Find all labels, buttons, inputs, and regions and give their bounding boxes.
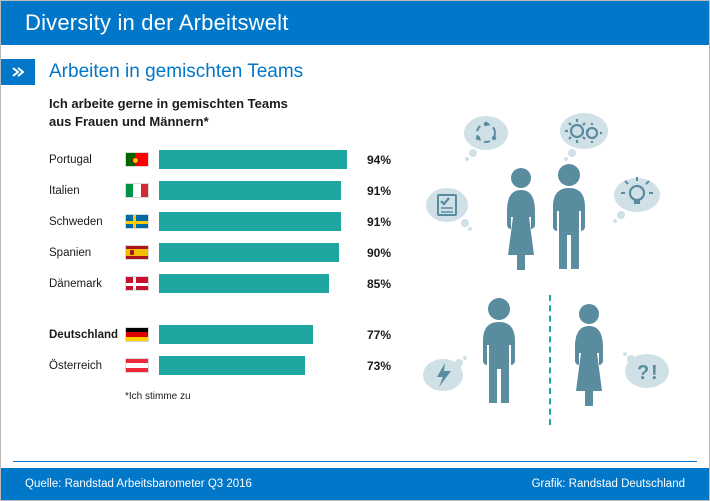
- subheading-row: Arbeiten in gemischten Teams: [1, 45, 709, 91]
- bar-value: 91%: [367, 215, 391, 229]
- divider-dashed: [549, 295, 551, 425]
- bar-track: [159, 274, 359, 293]
- bar-value: 73%: [367, 359, 391, 373]
- bar-chart: Portugal 94% Italien 91% Schweden 91% Spanien 9…: [49, 148, 419, 377]
- question-line: aus Frauen und Männern*: [49, 114, 209, 129]
- flag-de-icon: [125, 327, 149, 342]
- svg-text:!: !: [651, 362, 658, 384]
- footer-bar: Quelle: Randstad Arbeitsbarometer Q3 201…: [1, 468, 709, 500]
- bar-row: Dänemark 85%: [49, 272, 419, 295]
- bar-fill: [159, 325, 313, 344]
- woman-icon: [501, 167, 541, 272]
- bubble-question-icon: ? !: [619, 349, 673, 397]
- man-icon: [477, 297, 521, 407]
- country-label: Spanien: [49, 247, 125, 259]
- country-label: Schweden: [49, 216, 125, 228]
- country-label: Dänemark: [49, 278, 125, 290]
- content-area: Ich arbeite gerne in gemischten Teams au…: [1, 91, 709, 435]
- country-label: Österreich: [49, 360, 125, 372]
- bar-value: 91%: [367, 184, 391, 198]
- man-icon: [547, 163, 591, 273]
- bubble-gears-icon: [554, 111, 614, 161]
- flag-it-icon: [125, 183, 149, 198]
- bar-row: Österreich 73%: [49, 354, 419, 377]
- bar-row: Italien 91%: [49, 179, 419, 202]
- footer-source: Quelle: Randstad Arbeitsbarometer Q3 201…: [25, 478, 252, 490]
- survey-question: Ich arbeite gerne in gemischten Teams au…: [49, 95, 419, 130]
- illustration-column: ? !: [419, 95, 691, 435]
- bar-track: [159, 325, 359, 344]
- bar-fill: [159, 181, 341, 200]
- bar-track: [159, 243, 359, 262]
- bar-fill: [159, 150, 347, 169]
- country-label: Portugal: [49, 154, 125, 166]
- footnote: *Ich stimme zu: [125, 391, 419, 402]
- group-gap: [49, 303, 419, 315]
- bar-row: Schweden 91%: [49, 210, 419, 233]
- bar-fill: [159, 243, 339, 262]
- footer-credit: Grafik: Randstad Deutschland: [532, 478, 685, 490]
- bubble-checklist-icon: [423, 185, 475, 231]
- country-label: Italien: [49, 185, 125, 197]
- bubble-lightbulb-icon: [609, 175, 665, 223]
- infographic-frame: Diversity in der Arbeitswelt Arbeiten in…: [0, 0, 710, 501]
- flag-se-icon: [125, 214, 149, 229]
- chart-column: Ich arbeite gerne in gemischten Teams au…: [49, 95, 419, 435]
- bar-track: [159, 181, 359, 200]
- scene-separation: ? !: [419, 285, 679, 435]
- bubble-people-cycle-icon: [459, 113, 514, 161]
- bar-row: Spanien 90%: [49, 241, 419, 264]
- question-line: Ich arbeite gerne in gemischten Teams: [49, 96, 288, 111]
- bar-fill: [159, 356, 305, 375]
- svg-text:?: ?: [637, 362, 649, 384]
- country-label: Deutschland: [49, 329, 125, 341]
- header-title: Diversity in der Arbeitswelt: [25, 10, 289, 36]
- woman-icon: [569, 303, 609, 408]
- flag-at-icon: [125, 358, 149, 373]
- scene-collaboration: [419, 125, 679, 275]
- subheading: Arbeiten in gemischten Teams: [49, 61, 303, 83]
- header-bar: Diversity in der Arbeitswelt: [1, 1, 709, 45]
- bar-track: [159, 150, 359, 169]
- bar-value: 90%: [367, 246, 391, 260]
- flag-es-icon: [125, 245, 149, 260]
- bar-row: Portugal 94%: [49, 148, 419, 171]
- arrow-marker: [1, 59, 35, 85]
- bubble-bolt-icon: [419, 353, 469, 399]
- flag-pt-icon: [125, 152, 149, 167]
- separator-line: [13, 461, 697, 462]
- bar-fill: [159, 274, 329, 293]
- bar-track: [159, 212, 359, 231]
- bar-value: 94%: [367, 153, 391, 167]
- bar-value: 85%: [367, 277, 391, 291]
- flag-dk-icon: [125, 276, 149, 291]
- bar-row: Deutschland 77%: [49, 323, 419, 346]
- bar-track: [159, 356, 359, 375]
- bar-fill: [159, 212, 341, 231]
- bar-value: 77%: [367, 328, 391, 342]
